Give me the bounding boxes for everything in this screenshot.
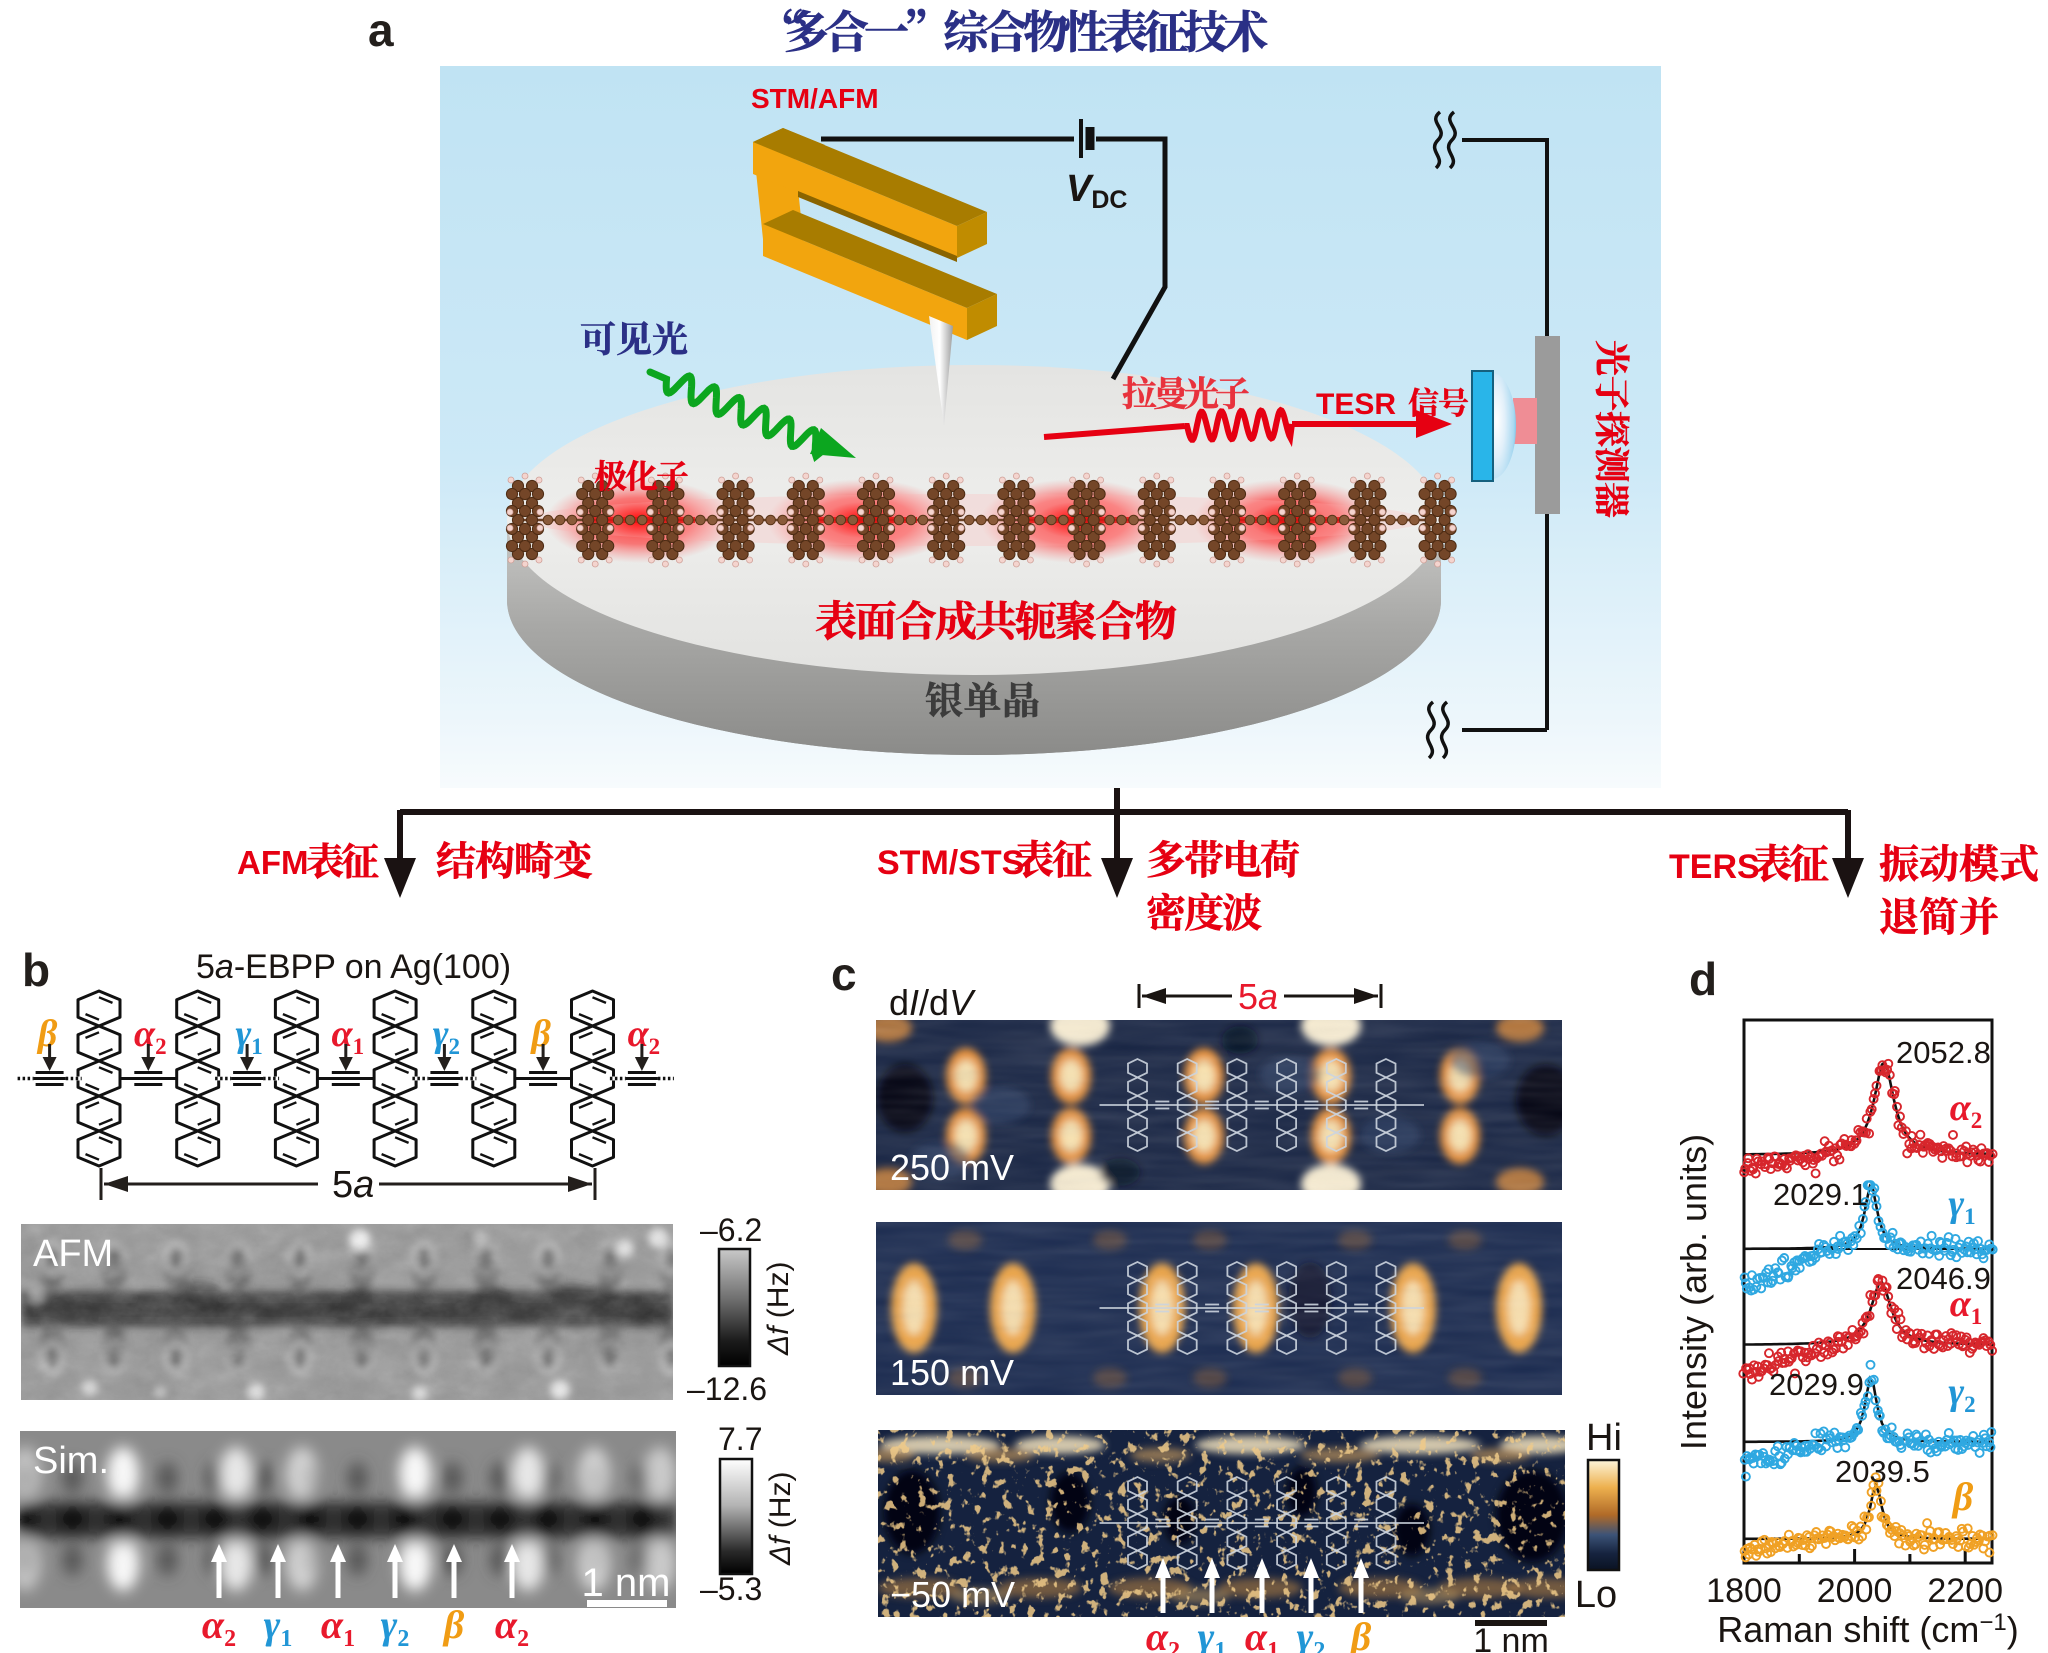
svg-text:γ1: γ1 bbox=[1948, 1183, 1975, 1229]
svg-text:–12.6: –12.6 bbox=[687, 1371, 767, 1407]
svg-text:2039.5: 2039.5 bbox=[1835, 1454, 1930, 1489]
svg-text:2200: 2200 bbox=[1927, 1572, 2003, 1610]
svg-text:250 mV: 250 mV bbox=[890, 1147, 1014, 1188]
svg-text:β: β bbox=[529, 1013, 551, 1055]
svg-text:2000: 2000 bbox=[1817, 1572, 1893, 1610]
svg-text:b: b bbox=[22, 944, 50, 996]
svg-text:Intensity (arb. units): Intensity (arb. units) bbox=[1673, 1134, 1714, 1450]
svg-text:Hi: Hi bbox=[1586, 1417, 1622, 1459]
svg-text:7.7: 7.7 bbox=[718, 1421, 762, 1457]
svg-text:β: β bbox=[1349, 1614, 1372, 1653]
svg-text:5a: 5a bbox=[332, 1164, 374, 1206]
svg-text:γ1: γ1 bbox=[264, 1602, 293, 1652]
svg-text:α2: α2 bbox=[1950, 1087, 1983, 1133]
svg-text:2029.1: 2029.1 bbox=[1773, 1177, 1868, 1212]
svg-text:1 nm: 1 nm bbox=[1473, 1622, 1549, 1653]
svg-text:TESR: TESR bbox=[1316, 388, 1396, 421]
svg-text:1800: 1800 bbox=[1706, 1572, 1782, 1610]
svg-text:–6.2: –6.2 bbox=[700, 1212, 762, 1248]
svg-text:Sim.: Sim. bbox=[33, 1440, 109, 1482]
svg-text:−50 mV: −50 mV bbox=[890, 1574, 1015, 1615]
svg-text:–5.3: –5.3 bbox=[700, 1571, 762, 1607]
svg-text:2052.8: 2052.8 bbox=[1896, 1035, 1991, 1070]
svg-text:STM/AFM: STM/AFM bbox=[751, 83, 879, 114]
svg-text:α2: α2 bbox=[202, 1602, 236, 1652]
svg-text:Δf (Hz): Δf (Hz) bbox=[764, 1472, 797, 1566]
svg-text:1 nm: 1 nm bbox=[582, 1561, 671, 1605]
svg-text:β: β bbox=[1951, 1474, 1974, 1519]
svg-text:150 mV: 150 mV bbox=[890, 1352, 1014, 1393]
svg-text:β: β bbox=[36, 1013, 58, 1055]
svg-text:AFM: AFM bbox=[237, 844, 308, 881]
svg-text:TERS: TERS bbox=[1669, 848, 1760, 886]
svg-text:α1: α1 bbox=[321, 1602, 355, 1652]
svg-text:Lo: Lo bbox=[1575, 1574, 1617, 1616]
svg-text:d: d bbox=[1689, 953, 1717, 1005]
svg-text:5a-EBPP on Ag(100): 5a-EBPP on Ag(100) bbox=[196, 948, 511, 986]
svg-text:β: β bbox=[442, 1602, 465, 1647]
svg-text:STM/STS: STM/STS bbox=[877, 844, 1024, 882]
svg-text:VDC: VDC bbox=[1066, 168, 1127, 214]
svg-text:5a: 5a bbox=[1238, 976, 1278, 1017]
svg-text:c: c bbox=[831, 948, 857, 1000]
svg-text:a: a bbox=[368, 4, 394, 56]
svg-text:2029.9: 2029.9 bbox=[1769, 1367, 1864, 1402]
svg-text:Δf (Hz): Δf (Hz) bbox=[762, 1262, 795, 1356]
svg-text:AFM: AFM bbox=[33, 1233, 113, 1275]
svg-text:Raman shift (cm−1): Raman shift (cm−1) bbox=[1717, 1609, 2018, 1650]
svg-text:dI/dV: dI/dV bbox=[889, 982, 976, 1023]
svg-text:2046.9: 2046.9 bbox=[1896, 1261, 1991, 1296]
svg-text:γ2: γ2 bbox=[381, 1602, 410, 1652]
svg-text:α2: α2 bbox=[495, 1602, 529, 1652]
